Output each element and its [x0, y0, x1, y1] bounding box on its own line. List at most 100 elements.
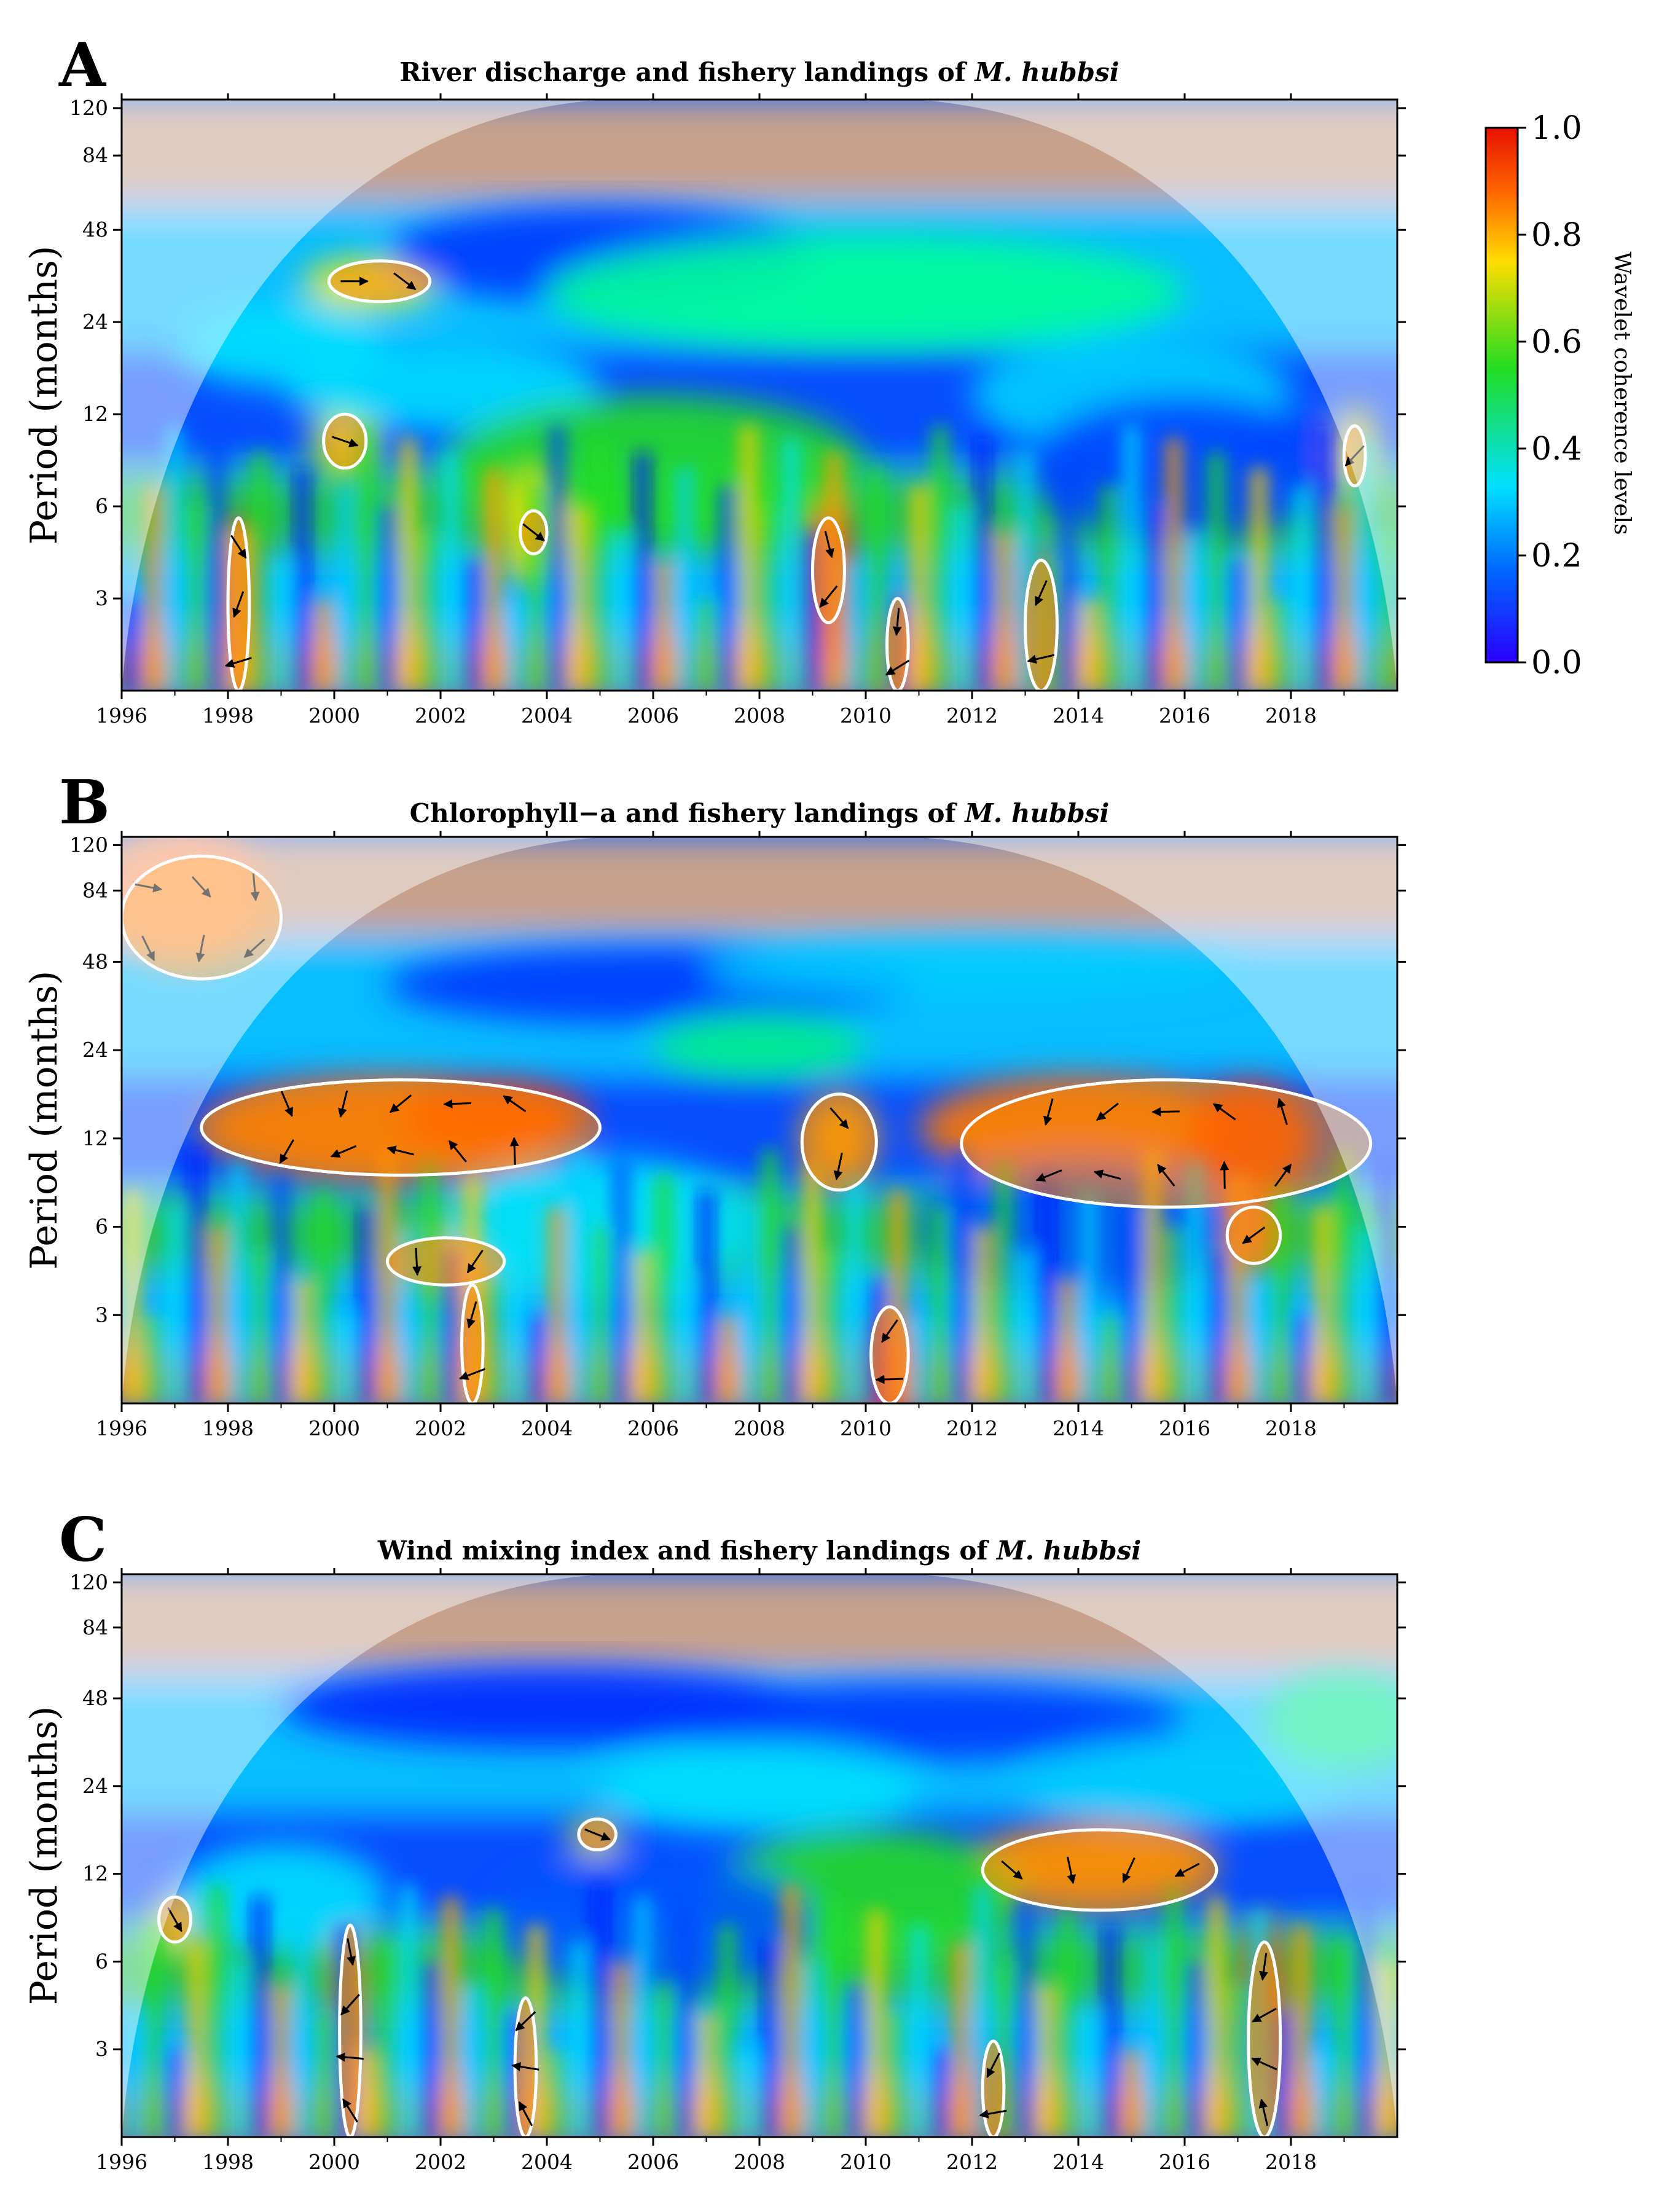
phase-arrow	[232, 591, 245, 618]
stripe-22	[591, 438, 609, 691]
stripe-46	[1101, 1925, 1119, 2137]
stripe-19	[527, 1315, 545, 1403]
phase-arrow	[230, 535, 247, 559]
phase-arrow	[511, 2062, 539, 2071]
stripe-50	[1186, 530, 1204, 691]
phase-arrow	[243, 938, 265, 958]
coherence-blob-10	[441, 395, 866, 541]
stripe-11	[357, 425, 375, 691]
stripe-49	[1165, 438, 1183, 691]
stripe-6	[251, 452, 269, 691]
phase-arrow	[503, 1095, 527, 1113]
phase-arrow	[509, 1137, 519, 1165]
phase-arrow	[892, 608, 902, 636]
coherence-blobs	[153, 1666, 1397, 2137]
stripe-36	[888, 2012, 906, 2137]
phase-arrow	[412, 1247, 422, 1276]
x-tick-label: 2010	[840, 704, 892, 728]
x-tick-label: 2014	[1053, 704, 1104, 728]
stripe-22	[591, 1885, 609, 2137]
coherence-blob-8	[600, 1742, 919, 1830]
x-tick-label: 2002	[415, 2150, 466, 2174]
stripe-27	[697, 598, 715, 691]
stripe-59	[1378, 530, 1395, 691]
stripe-42	[1016, 1897, 1034, 2137]
phase-arrow	[1259, 1953, 1268, 1981]
stripe-0	[124, 1190, 141, 1403]
phase-arrow	[466, 1301, 477, 1329]
stripe-23	[613, 530, 630, 691]
band-1	[122, 560, 1397, 640]
phase-arrow	[1122, 1857, 1135, 1883]
x-tick-label: 1998	[202, 1416, 254, 1440]
phase-arrow	[1277, 1097, 1288, 1125]
phase-arrow	[393, 272, 417, 291]
stripe-14	[421, 1961, 439, 2137]
stripe-13	[400, 1885, 418, 2137]
stripe-35	[868, 468, 885, 691]
stripe-32	[804, 1161, 822, 1403]
phase-arrow	[224, 657, 252, 668]
stripe-48	[1144, 1942, 1162, 2137]
stripe-2	[166, 2049, 184, 2137]
stripe-17	[485, 1278, 503, 1403]
stripe-12	[378, 1149, 396, 1403]
stripe-57	[1335, 1149, 1353, 1403]
stripe-17	[485, 468, 503, 691]
stripe-30	[761, 1942, 779, 2137]
phase-arrow	[1035, 1169, 1062, 1182]
y-tick-label: 48	[82, 218, 108, 241]
stripe-34	[846, 1175, 864, 1403]
phase-arrow	[340, 1994, 360, 2015]
stripe-34	[846, 1984, 864, 2137]
colorbar-tick-label: 0.8	[1531, 217, 1582, 254]
stripe-55	[1293, 1925, 1311, 2137]
phase-arrow	[875, 1375, 903, 1384]
significant-region-6	[1024, 559, 1059, 691]
stripe-29	[740, 2049, 758, 2137]
x-axis: 1996 1998 2000 2002 2004 2006 2008 2010 2012 2014…	[96, 93, 1345, 728]
stripe-0	[124, 2012, 141, 2137]
stripe-59	[1378, 1161, 1395, 1403]
phase-arrow	[1251, 2057, 1277, 2071]
x-tick-label: 2012	[946, 704, 998, 728]
phase-arrow	[979, 2109, 1007, 2119]
phase-arrow	[458, 1368, 485, 1380]
x-tick-label: 2018	[1265, 1416, 1317, 1440]
stripe-34	[846, 560, 864, 691]
y-axis-label: Period (months)	[23, 1706, 66, 2006]
x-axis: 1996 1998 2000 2002 2004 2006 2008 2010 2012 2014…	[96, 1568, 1345, 2174]
stripe-57	[1335, 506, 1353, 691]
stripe-0	[124, 598, 141, 691]
stripe-38	[931, 425, 949, 691]
phase-arrow	[250, 873, 260, 901]
phase-arrow	[466, 1249, 484, 1274]
phase-arrow	[1043, 1098, 1054, 1126]
stripe-45	[1080, 598, 1098, 691]
phase-arrow	[386, 1145, 414, 1156]
stripe-55	[1293, 1315, 1311, 1403]
phase-arrow	[279, 1139, 295, 1164]
stripe-41	[995, 1161, 1013, 1403]
band-0	[122, 2088, 1397, 2137]
phase-arrow	[824, 530, 834, 559]
stripe-8	[294, 468, 312, 691]
stripe-49	[1165, 1885, 1183, 2137]
stripe-23	[613, 1161, 630, 1403]
stripe-12	[378, 1942, 396, 2137]
significant-region-1	[200, 1078, 602, 1177]
phase-arrow	[1252, 2007, 1277, 2023]
stripe-4	[208, 1226, 226, 1403]
colorbar-tick-label: 0.4	[1531, 431, 1582, 468]
stripe-15	[442, 452, 460, 691]
x-tick-label: 2016	[1159, 704, 1210, 728]
stripe-50	[1186, 1961, 1204, 2137]
significant-region-4	[386, 1236, 506, 1287]
stripe-39	[952, 1149, 970, 1403]
phase-arrow	[443, 1099, 471, 1109]
band-0	[122, 1354, 1397, 1403]
stripe-46	[1101, 1315, 1119, 1403]
y-tick-label: 120	[69, 833, 108, 857]
phase-arrow	[1242, 1226, 1266, 1244]
